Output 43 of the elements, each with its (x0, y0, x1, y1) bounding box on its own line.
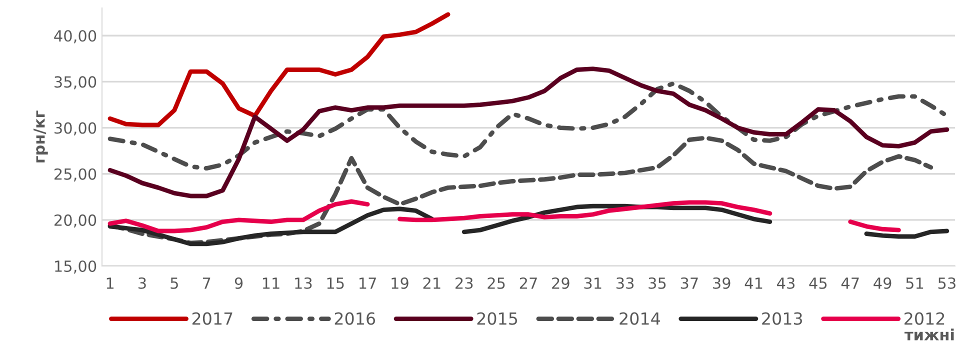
x-tick-label: 29 (552, 277, 570, 289)
x-tick-label: 37 (680, 277, 698, 289)
x-tick-label: 7 (203, 278, 210, 289)
x-axis-title: тижні (904, 328, 954, 340)
x-tick-label: 25 (488, 277, 505, 289)
x-tick-label: 51 (906, 278, 924, 289)
line-series (108, 12, 450, 128)
x-tick-label: 53 (938, 277, 956, 289)
x-tick-label: 23 (456, 277, 473, 289)
x-tick-label: 33 (616, 277, 634, 289)
x-tick-label: 31 (584, 277, 602, 289)
x-tick-label: 3 (138, 277, 146, 289)
legend-label: 2012 (904, 312, 944, 325)
y-tick-label: 20,00 (54, 214, 96, 228)
y-tick-label: 25,00 (54, 168, 96, 182)
legend-label: 2013 (762, 312, 802, 325)
x-tick-label: 49 (874, 277, 892, 289)
y-tick-label: 15,00 (55, 260, 96, 274)
legend-label: 2014 (620, 312, 660, 325)
y-axis-title: грн/кг (34, 110, 48, 162)
y-tick-label: 35,00 (54, 76, 96, 90)
x-tick-label: 11 (262, 278, 280, 289)
x-tick-label: 15 (327, 278, 344, 289)
x-tick-label: 43 (777, 277, 795, 289)
x-tick-label: 9 (234, 277, 243, 289)
x-tick-label: 19 (392, 277, 408, 289)
x-tick-label: 13 (295, 277, 312, 289)
x-tick-label: 45 (809, 278, 827, 289)
legend-label: 2015 (477, 312, 518, 325)
x-tick-label: 39 (713, 277, 730, 289)
x-tick-label: 1 (106, 278, 114, 289)
x-tick-label: 17 (360, 278, 376, 289)
x-tick-label: 27 (520, 277, 537, 289)
x-tick-label: 41 (744, 278, 762, 289)
x-tick-label: 5 (170, 278, 178, 289)
legend-label: 2017 (192, 312, 232, 325)
legend-label: 2016 (334, 312, 376, 325)
y-tick-label: 40,00 (54, 30, 96, 44)
x-tick-label: 47 (841, 278, 859, 289)
line-series (108, 66, 950, 198)
x-tick-label: 35 (648, 277, 666, 289)
x-tick-label: 21 (423, 277, 440, 289)
y-tick-label: 30,00 (54, 122, 96, 136)
